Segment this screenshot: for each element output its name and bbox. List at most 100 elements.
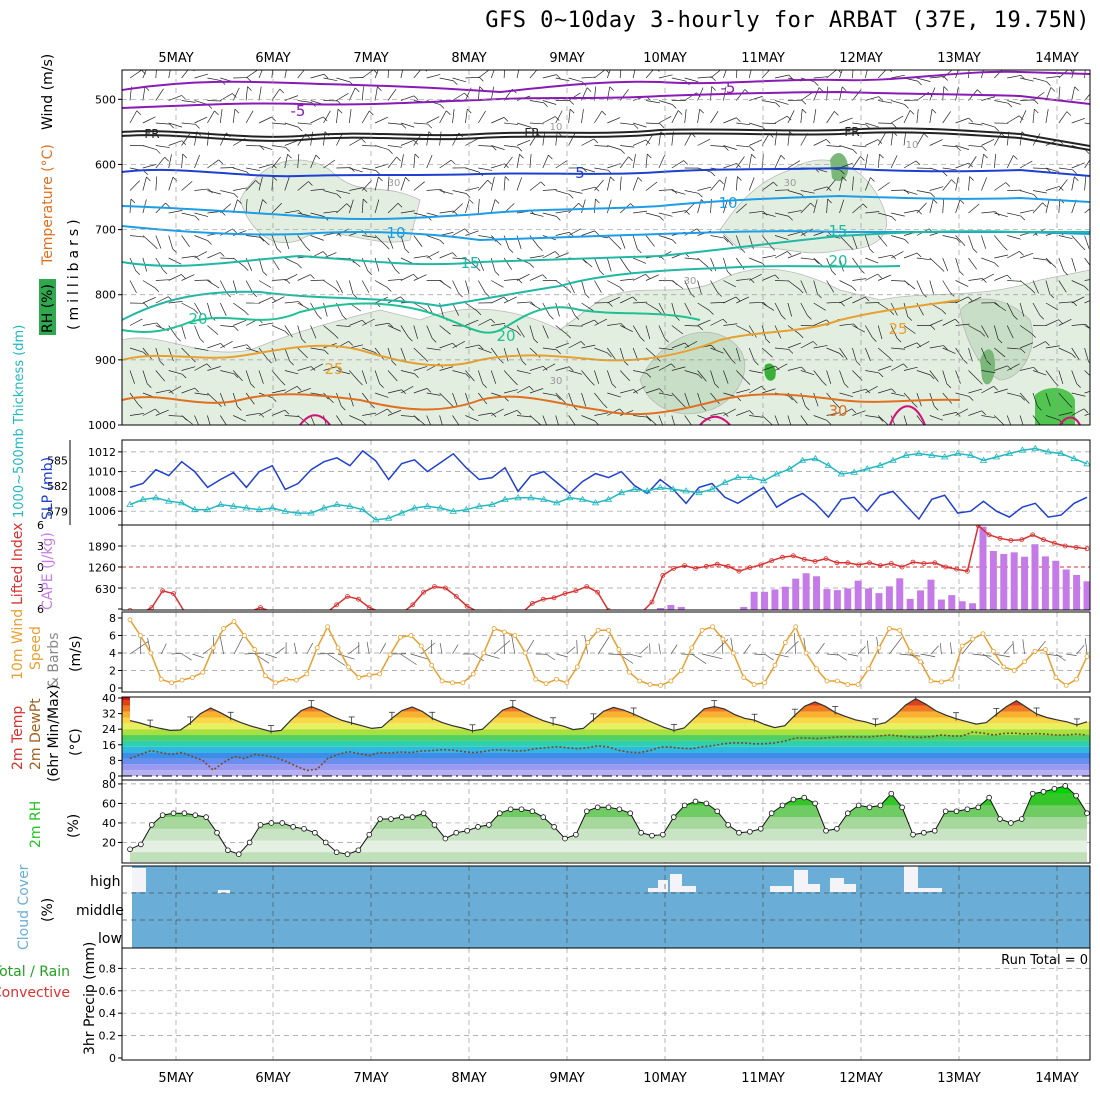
wind10-barb	[659, 644, 661, 654]
rh-point	[791, 797, 796, 802]
wind-speed-point	[409, 634, 413, 638]
tick-label: 1000	[88, 419, 116, 432]
rh-contour-label: 10	[550, 122, 563, 133]
cloud-unit-label: (%)	[40, 898, 56, 922]
rh-point	[878, 803, 883, 808]
wind-speed-point	[659, 683, 663, 687]
tick-label: 900	[95, 354, 116, 367]
wind-speed-point	[388, 653, 392, 657]
date-label: 10MAY	[643, 1071, 687, 1086]
rh-point	[682, 803, 687, 808]
rh-point	[204, 815, 209, 820]
tick-label: 40	[102, 692, 116, 705]
tick-label: 20	[102, 836, 116, 849]
tick-label: 0.8	[99, 962, 117, 975]
wind-barb-flag	[1093, 269, 1097, 273]
cape-bar	[823, 589, 830, 610]
cape-bar	[1042, 556, 1049, 610]
wind10-barb	[317, 653, 334, 654]
wind-speed-point	[919, 660, 923, 664]
wind-barb-flag	[1092, 156, 1096, 160]
wind10-barb	[692, 654, 706, 664]
wind10-barb	[1085, 638, 1087, 654]
high-cloud-bar	[218, 890, 230, 893]
cape-bar	[1011, 552, 1018, 610]
wind10-barb	[161, 644, 166, 654]
rh-contour-label: 30	[388, 178, 401, 189]
wind-speed-point	[856, 683, 860, 687]
rh-point	[312, 830, 317, 835]
rh-point	[465, 828, 470, 833]
rh2m-unit-label: (%)	[66, 814, 82, 838]
rh-point	[171, 811, 176, 816]
wind10-barb	[817, 643, 825, 654]
rh-point	[726, 823, 731, 828]
isotherm-label: 5	[575, 164, 585, 182]
rh-point	[563, 836, 568, 841]
wind-speed-point	[711, 625, 715, 629]
wind-speed-point	[971, 637, 975, 641]
date-label: 12MAY	[839, 1071, 883, 1086]
wind-speed-point	[263, 674, 267, 678]
rh-contour-label: 30	[550, 376, 563, 387]
isotherm-label: 20	[828, 252, 847, 270]
rh-point	[149, 823, 154, 828]
wind10-barb	[848, 654, 858, 656]
rh-point	[660, 832, 665, 837]
wind-barb-flag	[327, 429, 331, 433]
high-cloud-bar	[808, 884, 820, 892]
wind-speed-point	[554, 677, 558, 681]
temp2m-label: 2m Temp	[10, 706, 26, 770]
rh-point	[856, 803, 861, 808]
rh-point	[291, 824, 296, 829]
rh-point	[323, 840, 328, 845]
wind-speed-point	[534, 677, 538, 681]
rh2m-label: 2m RH	[28, 801, 44, 848]
wind-barb-flag	[496, 65, 500, 69]
tick-label: 16	[102, 739, 116, 752]
wind-speed-point	[763, 681, 767, 685]
wind10-barb	[504, 634, 505, 654]
rh-point	[704, 801, 709, 806]
tick-label: 600	[95, 158, 116, 171]
wind-barb-flag	[389, 64, 393, 68]
wind-label: Wind (m/s)	[40, 54, 56, 130]
precip-unit-label: 3hr Precip (mm)	[82, 942, 98, 1055]
rh-point	[1019, 817, 1024, 822]
rh-point	[976, 805, 981, 810]
tick-label: 0.6	[99, 985, 117, 998]
wind-speed-point	[648, 683, 652, 687]
rh-point	[573, 832, 578, 837]
rh-point	[606, 805, 611, 810]
wind-speed-point	[159, 677, 163, 681]
wind-speed-point	[1085, 655, 1089, 659]
rh-point	[628, 811, 633, 816]
rh-point	[486, 823, 491, 828]
wind-barb-flag	[200, 428, 204, 432]
wind10-barb	[546, 654, 555, 660]
cape-tick-label: 1890	[88, 540, 116, 553]
cape-bar	[792, 579, 799, 610]
wind-speed-point	[1054, 676, 1058, 680]
cape-bar	[667, 605, 674, 610]
wind10-barb	[182, 654, 192, 660]
isotherm-label: 25	[324, 360, 343, 378]
tick-label: 8	[109, 612, 116, 625]
wind-speed-point	[523, 651, 527, 655]
tick-label: 60	[102, 797, 116, 810]
wind-barb-flag	[560, 429, 564, 433]
wind10-barb	[650, 643, 651, 654]
rh-point	[900, 805, 905, 810]
rh-contour-label: 30	[784, 178, 797, 189]
wind-speed-point	[815, 667, 819, 671]
rh-point	[834, 826, 839, 831]
rh-point	[1063, 783, 1068, 788]
wind-speed-point	[794, 625, 798, 629]
wind10-speed-label: Speed	[28, 626, 44, 670]
wind-barb-flag	[520, 64, 524, 68]
isotherm-label: FR	[524, 126, 539, 140]
wind-speed-point	[669, 679, 673, 683]
cape-bar	[813, 576, 820, 610]
cape-bar	[990, 551, 997, 610]
wind-speed-point	[991, 649, 995, 653]
